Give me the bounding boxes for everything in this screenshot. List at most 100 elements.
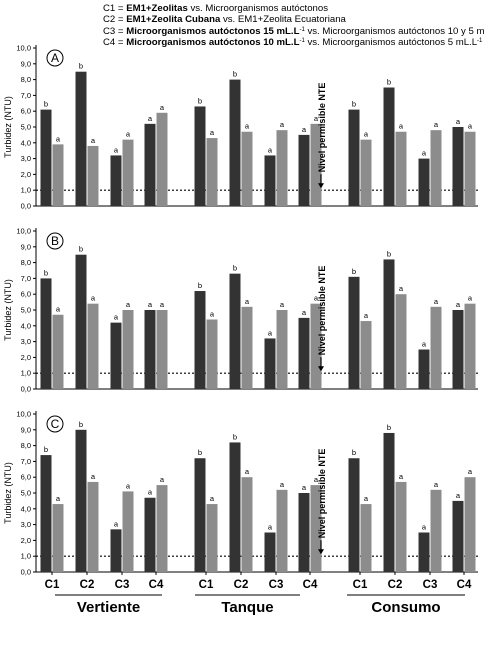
bar-letter-label: a xyxy=(148,300,153,309)
bar xyxy=(452,500,464,572)
bar xyxy=(264,532,276,572)
legend-c4-sup: -1 xyxy=(299,38,305,44)
bar xyxy=(360,504,372,572)
y-tick-label: 7,0 xyxy=(21,91,31,100)
bar xyxy=(241,477,253,572)
bar-letter-label: a xyxy=(210,309,215,318)
legend-c3-bold: Microorganismos autóctonos 15 mL.L xyxy=(126,26,300,37)
bar-letter-label: a xyxy=(91,294,96,303)
bar-letter-label: a xyxy=(399,284,404,293)
x-category-label: C4 xyxy=(149,579,164,591)
bar-letter-label: a xyxy=(56,494,61,503)
bar-letter-label: a xyxy=(126,300,131,309)
bar xyxy=(206,319,218,389)
legend-c1: C1 = EM1+Zeolitas vs. Microorganismos au… xyxy=(103,3,328,14)
bar xyxy=(464,131,476,206)
nte-label: Nivel permisible NTE xyxy=(317,83,327,173)
bar xyxy=(229,273,241,389)
bar-letter-label: a xyxy=(160,475,165,484)
bar xyxy=(298,134,310,206)
bar-letter-label: a xyxy=(364,311,369,320)
panel-letter: C xyxy=(51,417,60,431)
nte-arrow-head xyxy=(318,366,324,372)
bar xyxy=(383,432,395,572)
bar xyxy=(122,139,134,206)
x-category-label: C4 xyxy=(457,579,472,591)
bar xyxy=(144,310,156,389)
bar xyxy=(360,321,372,389)
bar xyxy=(87,481,99,572)
bar-letter-label: b xyxy=(79,62,83,71)
x-category-label: C2 xyxy=(234,579,249,591)
y-tick-label: 1,0 xyxy=(21,369,31,378)
bar-letter-label: a xyxy=(148,114,153,123)
y-tick-label: 2,0 xyxy=(21,170,31,179)
bar xyxy=(418,349,430,389)
bar xyxy=(395,481,407,572)
y-tick-label: 0,0 xyxy=(21,568,31,577)
bar xyxy=(395,131,407,206)
bar-letter-label: a xyxy=(456,491,461,500)
bar-letter-label: a xyxy=(314,475,319,484)
nte-arrow-head xyxy=(318,549,324,555)
bar xyxy=(75,71,87,206)
bar xyxy=(464,477,476,572)
x-category-label: C3 xyxy=(423,579,438,591)
y-tick-label: 5,0 xyxy=(21,306,31,315)
legend-c2-bold: EM1+Zeolita Cubana xyxy=(126,14,221,25)
bar xyxy=(156,112,168,206)
bar-letter-label: b xyxy=(233,70,237,79)
bar xyxy=(348,109,360,206)
bar xyxy=(40,109,52,206)
bar xyxy=(430,489,442,572)
y-tick-label: 6,0 xyxy=(21,107,31,116)
y-tick-label: 7,0 xyxy=(21,274,31,283)
bar xyxy=(276,310,288,389)
x-category-label: C4 xyxy=(303,579,318,591)
legend-c3-code: C3 = xyxy=(103,26,127,37)
y-tick-label: 2,0 xyxy=(21,353,31,362)
legend-c4: C4 = Microorganismos autóctonos 10 mL.L-… xyxy=(103,36,482,48)
bar xyxy=(418,158,430,206)
bar-letter-label: a xyxy=(456,300,461,309)
bar-letter-label: a xyxy=(434,120,439,129)
bar xyxy=(194,458,206,572)
bar-letter-label: a xyxy=(280,300,285,309)
x-category-label: C3 xyxy=(269,579,284,591)
bar-letter-label: a xyxy=(160,103,165,112)
bar xyxy=(298,493,310,572)
bar xyxy=(52,314,64,389)
bar-letter-label: a xyxy=(210,128,215,137)
bar-letter-label: b xyxy=(79,245,83,254)
bar xyxy=(156,485,168,572)
group-label: Tanque xyxy=(221,599,273,616)
bar-letter-label: a xyxy=(314,114,319,123)
legend-c2-code: C2 = xyxy=(103,14,127,25)
bar xyxy=(310,303,322,389)
bar xyxy=(264,338,276,389)
bar-letter-label: a xyxy=(91,472,96,481)
bar-letter-label: b xyxy=(198,281,202,290)
y-tick-label: 9,0 xyxy=(21,59,31,68)
bar xyxy=(110,529,122,572)
bar xyxy=(206,504,218,572)
bar-letter-label: b xyxy=(44,268,48,277)
bar xyxy=(241,306,253,389)
bar-letter-label: a xyxy=(302,125,307,134)
bar-letter-label: b xyxy=(198,448,202,457)
bar-letter-label: a xyxy=(160,300,165,309)
y-axis-title: Turbidez (NTU) xyxy=(3,279,13,341)
x-category-label: C2 xyxy=(80,579,95,591)
bar xyxy=(348,458,360,572)
bar-letter-label: b xyxy=(387,78,391,87)
legend-c4-bold: Microorganismos autóctonos 10 mL.L xyxy=(126,37,300,48)
panel-letter-circle xyxy=(46,415,64,433)
y-tick-label: 4,0 xyxy=(21,321,31,330)
bar xyxy=(122,310,134,389)
bar-letter-label: a xyxy=(302,483,307,492)
bar-letter-label: a xyxy=(422,523,427,532)
bar xyxy=(264,155,276,206)
y-tick-label: 6,0 xyxy=(21,290,31,299)
group-label: Vertiente xyxy=(77,599,140,616)
y-tick-label: 3,0 xyxy=(21,154,31,163)
